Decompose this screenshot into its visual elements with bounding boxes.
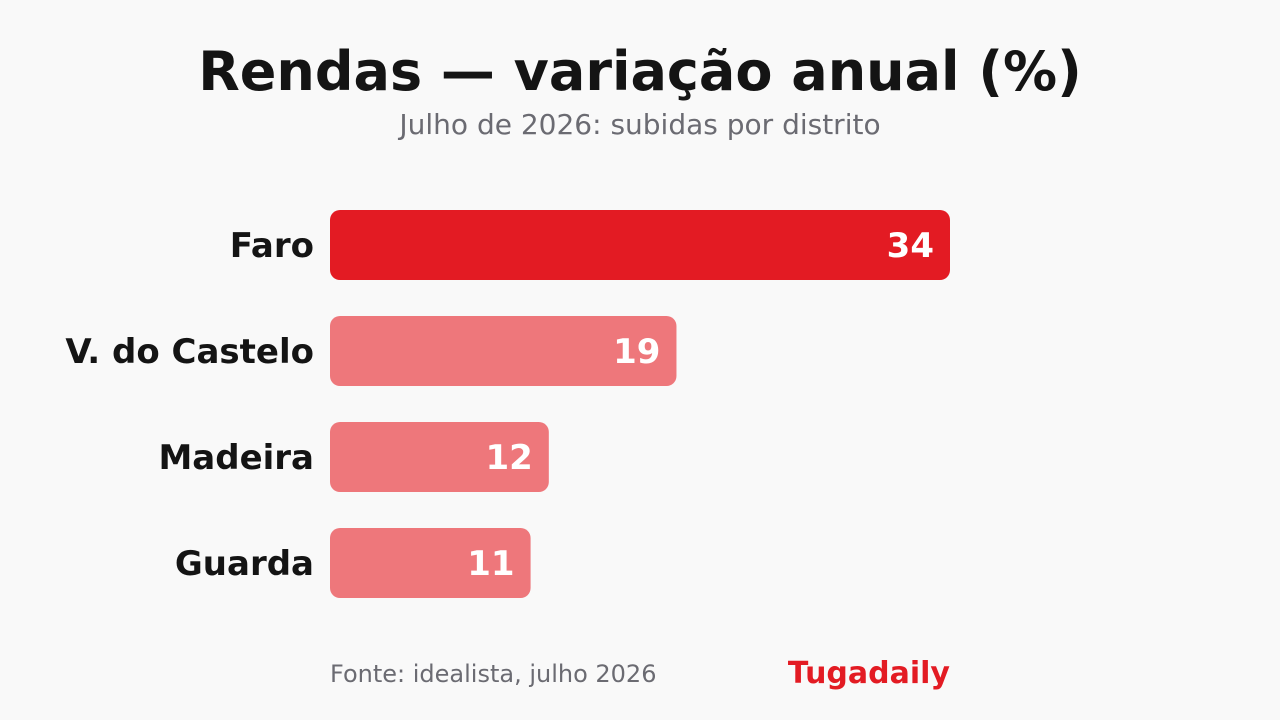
bar-v-do-castelo <box>330 316 677 386</box>
category-label: Guarda <box>175 544 314 584</box>
chart-subtitle: Julho de 2026: subidas por distrito <box>399 108 881 141</box>
category-label: Madeira <box>158 438 314 478</box>
value-label: 19 <box>613 332 660 372</box>
value-label: 12 <box>485 438 532 478</box>
value-label: 34 <box>887 226 934 266</box>
source-note: Fonte: idealista, julho 2026 <box>330 660 657 688</box>
category-label: Faro <box>230 226 314 266</box>
category-label: V. do Castelo <box>65 332 314 372</box>
bar-guarda <box>330 528 531 598</box>
chart-title: Rendas — variação anual (%) <box>198 40 1082 103</box>
bar-faro <box>330 210 950 280</box>
value-label: 11 <box>467 544 514 584</box>
brand-logo: Tugadaily <box>787 656 950 691</box>
bar-madeira <box>330 422 549 492</box>
